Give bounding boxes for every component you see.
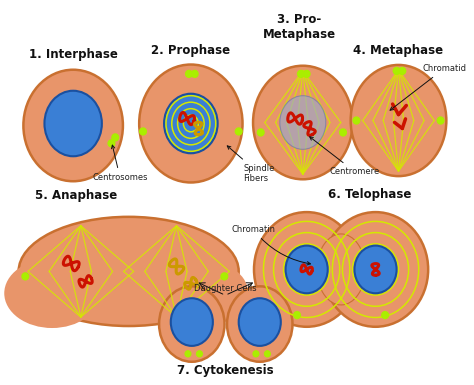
- Text: 5. Anaphase: 5. Anaphase: [35, 189, 117, 202]
- Circle shape: [191, 70, 198, 77]
- Ellipse shape: [286, 246, 328, 293]
- Ellipse shape: [159, 286, 225, 362]
- Text: Centromere: Centromere: [310, 137, 380, 176]
- Circle shape: [221, 273, 228, 280]
- Circle shape: [257, 129, 264, 136]
- Text: Chromatin: Chromatin: [231, 225, 310, 265]
- Circle shape: [382, 311, 389, 318]
- Circle shape: [112, 134, 118, 141]
- Circle shape: [22, 273, 28, 280]
- Circle shape: [298, 70, 304, 77]
- Ellipse shape: [162, 261, 248, 326]
- Ellipse shape: [323, 212, 428, 327]
- Text: 1. Interphase: 1. Interphase: [29, 48, 118, 61]
- Text: Chromatid: Chromatid: [390, 64, 466, 110]
- Circle shape: [353, 117, 360, 124]
- Text: 3. Pro-
Metaphase: 3. Pro- Metaphase: [263, 13, 336, 41]
- Circle shape: [197, 351, 202, 357]
- Text: 4. Metaphase: 4. Metaphase: [354, 44, 444, 57]
- Ellipse shape: [171, 298, 213, 346]
- Circle shape: [303, 70, 310, 77]
- Text: Spindle
Fibers: Spindle Fibers: [227, 146, 275, 183]
- Circle shape: [399, 67, 406, 74]
- Circle shape: [253, 351, 259, 357]
- Circle shape: [340, 129, 346, 136]
- Ellipse shape: [164, 94, 218, 153]
- Ellipse shape: [239, 298, 281, 346]
- Ellipse shape: [227, 286, 292, 362]
- Text: Daughter Cells: Daughter Cells: [194, 284, 256, 293]
- Circle shape: [185, 351, 191, 357]
- Circle shape: [140, 128, 146, 135]
- Ellipse shape: [4, 258, 100, 328]
- Circle shape: [236, 128, 242, 135]
- Ellipse shape: [23, 70, 123, 181]
- Text: 7. Cytokenesis: 7. Cytokenesis: [177, 364, 273, 377]
- Ellipse shape: [351, 65, 447, 176]
- Ellipse shape: [254, 212, 359, 327]
- Text: 2. Prophase: 2. Prophase: [151, 44, 230, 57]
- Circle shape: [186, 70, 192, 77]
- Ellipse shape: [280, 96, 326, 149]
- Circle shape: [108, 140, 115, 147]
- Circle shape: [294, 311, 301, 318]
- Ellipse shape: [355, 246, 397, 293]
- Text: Centrosomes: Centrosomes: [92, 145, 148, 182]
- Ellipse shape: [45, 91, 102, 156]
- Ellipse shape: [317, 234, 365, 305]
- Ellipse shape: [253, 66, 353, 179]
- Circle shape: [264, 351, 270, 357]
- Text: 6. Telophase: 6. Telophase: [328, 188, 411, 201]
- Circle shape: [393, 67, 400, 74]
- Ellipse shape: [139, 65, 243, 182]
- Ellipse shape: [18, 217, 239, 326]
- Circle shape: [437, 117, 444, 124]
